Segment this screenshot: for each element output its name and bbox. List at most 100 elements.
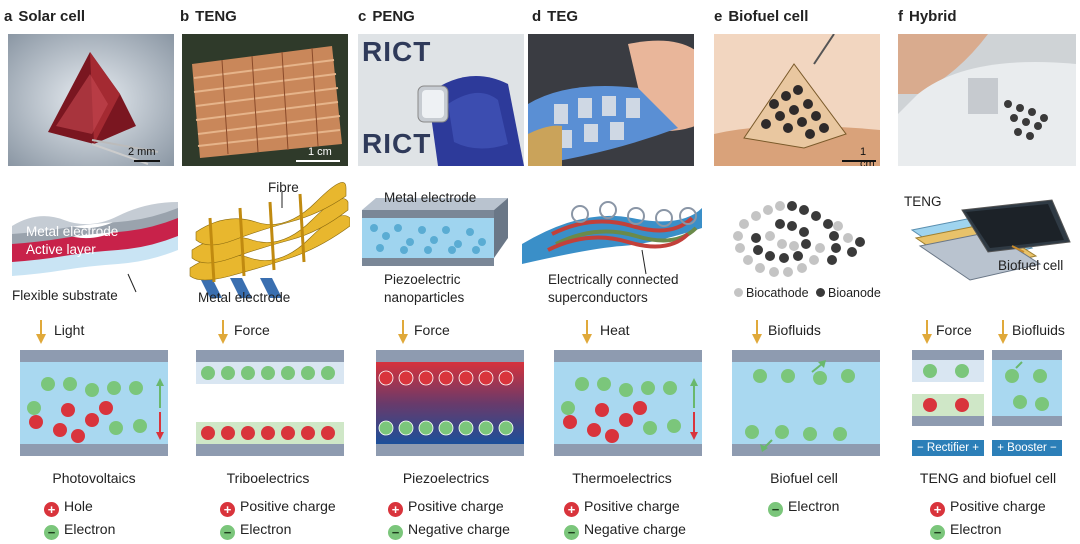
panel-header: e Biofuel cell bbox=[714, 8, 808, 25]
photo-biofuel-cell: 1 cm bbox=[714, 34, 880, 166]
effect-label: Photovoltaics bbox=[52, 470, 136, 486]
positive-charge-icon: + bbox=[564, 502, 579, 517]
legend-item: + Positive charge bbox=[388, 498, 504, 517]
label-bioanode: Bioanode bbox=[828, 286, 881, 300]
scale-label: 1 cm bbox=[860, 146, 875, 166]
diagram-biofuel-cell: Biocathode Bioanode bbox=[720, 196, 881, 306]
panel-letter: e bbox=[714, 8, 723, 25]
panel-hybrid: f Hybrid TENG Biofuel cell Force Biofluid… bbox=[894, 0, 1080, 544]
panel-header: b TENG bbox=[180, 8, 237, 25]
legend-item: + Positive charge bbox=[564, 498, 680, 517]
label-metal-electrode: Metal electrode bbox=[26, 224, 119, 239]
legend-item: + Hole bbox=[44, 498, 93, 517]
label-biocathode: Biocathode bbox=[746, 286, 809, 300]
panel-header: d TEG bbox=[532, 8, 578, 25]
panel-biofuel-cell: e Biofuel cell 1 cm Biocathode Bioanode B… bbox=[710, 0, 882, 544]
panel-title: Biofuel cell bbox=[728, 8, 809, 25]
stimulus-label: Light bbox=[54, 322, 85, 338]
legend-bioanode: Bioanode bbox=[816, 286, 881, 300]
panel-title: PENG bbox=[372, 8, 415, 25]
legend-label: Negative charge bbox=[584, 521, 686, 537]
label-teng: TENG bbox=[904, 194, 942, 209]
photo-teg bbox=[528, 34, 694, 166]
scale-bar bbox=[842, 160, 876, 162]
physics-box-piezoelectrics bbox=[376, 350, 524, 456]
stimulus-label: Heat bbox=[600, 322, 630, 338]
label-superconductors: superconductors bbox=[548, 290, 648, 305]
panel-peng: c PENG RICT RICT Metal electrode Piezoele… bbox=[354, 0, 526, 544]
panel-letter: c bbox=[358, 8, 367, 25]
down-arrow-icon bbox=[752, 320, 762, 344]
panel-header: c PENG bbox=[358, 8, 415, 25]
legend-item: + Positive charge bbox=[220, 498, 336, 517]
rectifier-text: Rectifier bbox=[926, 442, 970, 454]
legend-label: Electron bbox=[240, 521, 292, 537]
label-active-layer: Active layer bbox=[26, 242, 96, 257]
legend-label: Negative charge bbox=[408, 521, 510, 537]
legend-item: + Positive charge bbox=[930, 498, 1046, 517]
electron-icon: − bbox=[930, 525, 945, 540]
legend-item: − Negative charge bbox=[564, 521, 686, 540]
effect-label: Piezoelectrics bbox=[402, 470, 490, 486]
stimulus-label: Force bbox=[414, 322, 450, 338]
legend-item: − Electron bbox=[768, 498, 839, 517]
legend-label: Positive charge bbox=[240, 498, 336, 514]
photo-hybrid bbox=[898, 34, 1076, 166]
scale-label: 1 cm bbox=[308, 146, 332, 158]
photo-teng: 1 cm bbox=[182, 34, 348, 166]
panel-teg: d TEG Electrically connected superconduct… bbox=[522, 0, 702, 544]
down-arrow-icon bbox=[582, 320, 592, 344]
legend-item: − Electron bbox=[44, 521, 115, 540]
legend-item: − Electron bbox=[220, 521, 291, 540]
legend-label: Positive charge bbox=[950, 498, 1046, 514]
stimulus-label-2: Biofluids bbox=[1012, 322, 1065, 338]
panel-letter: b bbox=[180, 8, 190, 25]
down-arrow-icon bbox=[398, 320, 408, 344]
diagram-peng: Metal electrode Piezoelectric nanopartic… bbox=[358, 186, 528, 310]
down-arrow-icon bbox=[922, 320, 932, 344]
hole-icon: + bbox=[44, 502, 59, 517]
booster-text: Booster bbox=[1007, 442, 1047, 454]
legend-item: − Negative charge bbox=[388, 521, 510, 540]
stimulus-label: Biofluids bbox=[768, 322, 821, 338]
down-arrow-icon bbox=[218, 320, 228, 344]
panel-letter: f bbox=[898, 8, 903, 25]
scale-bar bbox=[134, 160, 160, 162]
electron-icon: − bbox=[220, 525, 235, 540]
label-nanoparticles: nanoparticles bbox=[384, 290, 465, 305]
down-arrow-icon bbox=[998, 320, 1008, 344]
panel-solar-cell: a Solar cell 2 mm Metal electrode bbox=[0, 0, 178, 544]
legend-item: − Electron bbox=[930, 521, 1001, 540]
booster-label: + Booster − bbox=[992, 440, 1062, 456]
legend-label: Electron bbox=[950, 521, 1002, 537]
legend-label: Hole bbox=[64, 498, 93, 514]
physics-box-thermoelectrics bbox=[554, 350, 702, 456]
photo-logo-text: RICT bbox=[362, 36, 432, 67]
negative-charge-icon: − bbox=[564, 525, 579, 540]
physics-box-photovoltaics bbox=[20, 350, 168, 456]
label-electrically-connected: Electrically connected bbox=[548, 272, 679, 287]
effect-label: TENG and biofuel cell bbox=[919, 470, 1057, 486]
legend-label: Electron bbox=[64, 521, 116, 537]
down-arrow-icon bbox=[36, 320, 46, 344]
positive-charge-icon: + bbox=[930, 502, 945, 517]
scale-label: 2 mm bbox=[128, 146, 156, 158]
photo-peng: RICT RICT bbox=[358, 34, 524, 166]
rectifier-label: − Rectifier + bbox=[912, 440, 984, 456]
effect-label: Biofuel cell bbox=[770, 470, 838, 486]
label-biofuel-cell: Biofuel cell bbox=[998, 258, 1064, 273]
effect-label: Triboelectrics bbox=[226, 470, 310, 486]
legend-biocathode: Biocathode bbox=[734, 286, 809, 300]
panel-title: TEG bbox=[547, 8, 579, 25]
panel-header: a Solar cell bbox=[4, 8, 85, 25]
diagram-hybrid: TENG Biofuel cell bbox=[902, 190, 1078, 306]
physics-box-triboelectrics bbox=[196, 350, 344, 456]
photo-logo-text: RICT bbox=[362, 128, 432, 159]
electron-icon: − bbox=[44, 525, 59, 540]
legend-label: Positive charge bbox=[408, 498, 504, 514]
negative-charge-icon: − bbox=[388, 525, 403, 540]
label-metal-electrode: Metal electrode bbox=[384, 190, 477, 205]
physics-box-biofuel bbox=[992, 350, 1062, 446]
panel-title: Hybrid bbox=[909, 8, 957, 25]
diagram-teg: Electrically connected superconductors bbox=[522, 188, 702, 308]
